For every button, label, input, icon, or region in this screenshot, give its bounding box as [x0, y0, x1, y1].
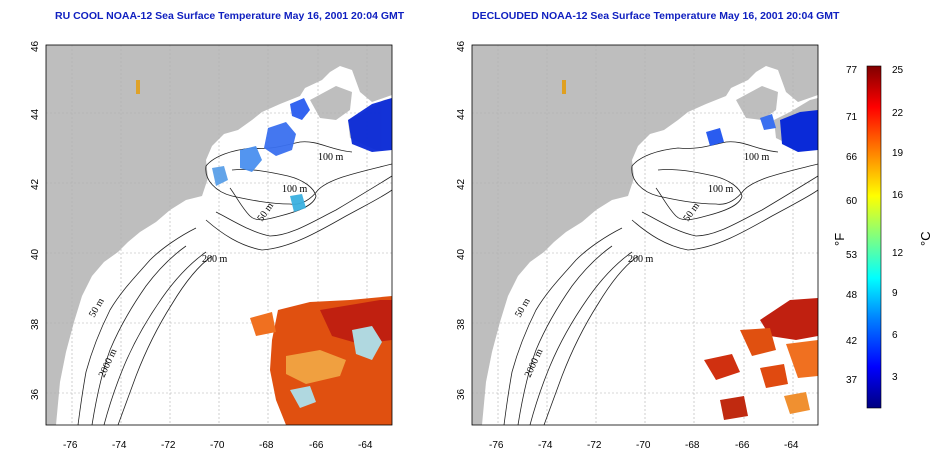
left-lat-tick: 38 — [30, 318, 41, 330]
cb-f-tick: 77 — [846, 65, 858, 76]
left-lat-tick: 46 — [30, 40, 41, 52]
right-lat-tick: 36 — [456, 388, 467, 400]
left-contour-label-100m-b: 100 m — [282, 184, 308, 195]
cb-c-tick: 9 — [892, 288, 898, 299]
right-lon-tick: -70 — [636, 440, 651, 451]
colorbar-celsius-ticks: 25 22 19 16 12 9 6 3 — [892, 65, 904, 383]
left-lat-tick: 40 — [30, 248, 41, 260]
right-contour-label-100m-b: 100 m — [708, 184, 734, 195]
cb-f-tick: 71 — [846, 112, 858, 123]
cb-f-tick: 37 — [846, 375, 858, 386]
cb-c-tick: 16 — [892, 190, 904, 201]
left-lon-tick: -68 — [259, 440, 274, 451]
left-land — [46, 45, 392, 425]
right-map-title: DECLOUDED NOAA-12 Sea Surface Temperatur… — [472, 10, 840, 22]
left-contour-label-100m-a: 100 m — [318, 152, 344, 163]
colorbar — [866, 65, 882, 409]
right-lon-tick: -74 — [538, 440, 553, 451]
left-lon-tick: -70 — [210, 440, 225, 451]
right-lat-ticks: 36 38 40 42 44 46 — [456, 40, 467, 400]
right-lon-tick: -76 — [489, 440, 504, 451]
left-lat-tick: 44 — [30, 108, 41, 120]
right-lat-tick: 46 — [456, 40, 467, 52]
cb-c-tick: 19 — [892, 148, 904, 159]
left-lat-tick: 36 — [30, 388, 41, 400]
left-lon-tick: -64 — [358, 440, 373, 451]
left-lon-tick: -74 — [112, 440, 127, 451]
left-lon-ticks: -76 -74 -72 -70 -68 -66 -64 — [63, 440, 373, 451]
cb-c-tick: 6 — [892, 330, 898, 341]
cb-f-tick: 42 — [846, 336, 858, 347]
right-sst-south — [704, 298, 818, 420]
cb-f-tick: 60 — [846, 196, 858, 207]
right-lon-tick: -64 — [784, 440, 799, 451]
right-contour-label-200m: 200 m — [628, 254, 654, 265]
right-lon-tick: -72 — [587, 440, 602, 451]
cb-c-tick: 3 — [892, 372, 898, 383]
cb-f-tick: 53 — [846, 250, 858, 261]
right-lon-tick: -66 — [735, 440, 750, 451]
left-lon-tick: -76 — [63, 440, 78, 451]
right-lat-tick: 44 — [456, 108, 467, 120]
right-lon-tick: -68 — [685, 440, 700, 451]
right-contour-label-100m-a: 100 m — [744, 152, 770, 163]
right-sst-north — [562, 80, 818, 152]
colorbar-fahrenheit-unit: °F — [832, 233, 847, 246]
left-lon-tick: -72 — [161, 440, 176, 451]
left-contour-label-200m: 200 m — [202, 254, 228, 265]
cb-f-tick: 66 — [846, 152, 858, 163]
cb-f-tick: 48 — [846, 290, 858, 301]
left-sst-south — [250, 296, 392, 425]
right-lon-ticks: -76 -74 -72 -70 -68 -66 -64 — [489, 440, 799, 451]
right-lat-tick: 40 — [456, 248, 467, 260]
colorbar-celsius-unit: °C — [918, 231, 933, 246]
left-lat-ticks: 36 38 40 42 44 46 — [30, 40, 41, 400]
left-sst-north — [136, 80, 392, 212]
left-lat-tick: 42 — [30, 178, 41, 190]
right-map-frame: 100 m 100 m 50 m 200 m 50 m 2000 m — [472, 45, 818, 425]
right-lat-tick: 42 — [456, 178, 467, 190]
right-lat-tick: 38 — [456, 318, 467, 330]
left-lon-tick: -66 — [309, 440, 324, 451]
left-map-title: RU COOL NOAA-12 Sea Surface Temperature … — [55, 10, 405, 22]
cb-c-tick: 25 — [892, 65, 904, 76]
cb-c-tick: 22 — [892, 108, 904, 119]
right-land — [472, 45, 818, 425]
cb-c-tick: 12 — [892, 248, 904, 259]
colorbar-fahrenheit-ticks: 77 71 66 60 53 48 42 37 — [846, 65, 858, 386]
left-map-frame: 100 m 100 m 50 m 200 m 50 m 2000 m — [46, 45, 392, 425]
